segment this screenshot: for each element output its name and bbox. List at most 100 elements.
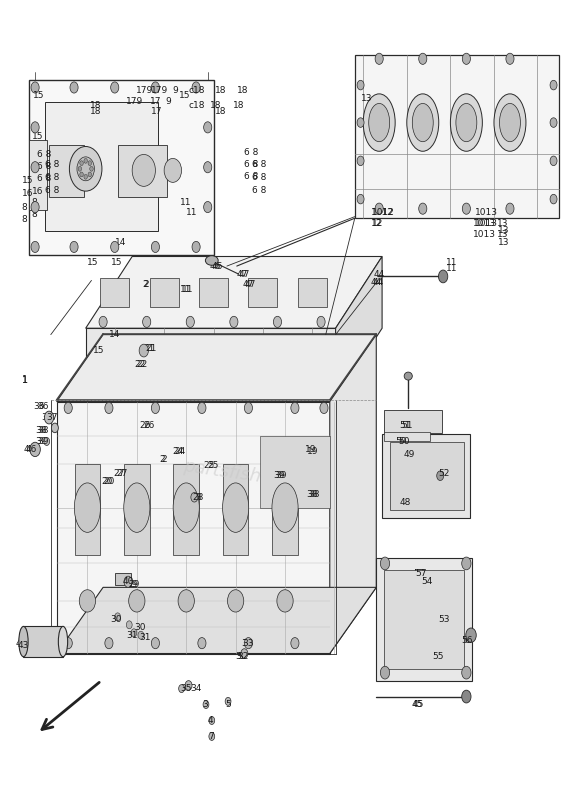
Circle shape (31, 162, 39, 173)
Text: 51: 51 (401, 421, 413, 430)
Circle shape (204, 202, 212, 213)
Ellipse shape (19, 626, 28, 657)
Circle shape (462, 557, 471, 570)
Text: 21: 21 (144, 344, 155, 353)
Text: 18: 18 (90, 101, 101, 110)
Text: 6 8: 6 8 (252, 173, 267, 182)
Text: 40: 40 (120, 578, 132, 586)
Text: 13: 13 (360, 94, 372, 103)
Circle shape (550, 194, 557, 204)
Text: 18: 18 (210, 101, 221, 110)
Circle shape (198, 402, 206, 414)
Circle shape (357, 156, 364, 166)
Text: 15: 15 (22, 176, 33, 186)
Circle shape (30, 442, 40, 457)
Text: 48: 48 (398, 498, 409, 506)
Text: 15: 15 (110, 258, 122, 267)
Circle shape (139, 344, 148, 357)
Text: 44: 44 (373, 270, 385, 278)
Text: 34: 34 (190, 684, 201, 693)
Circle shape (84, 174, 88, 179)
Circle shape (70, 82, 78, 93)
Bar (173, 464, 199, 555)
Ellipse shape (369, 103, 390, 142)
Text: 11: 11 (186, 208, 198, 217)
Circle shape (90, 166, 93, 171)
Text: 6 8: 6 8 (45, 160, 60, 170)
Text: 6 8: 6 8 (37, 162, 52, 171)
Text: 13: 13 (496, 230, 508, 238)
Text: 9: 9 (173, 86, 179, 95)
Text: 13: 13 (496, 218, 508, 227)
Text: 51: 51 (399, 421, 411, 430)
Text: 179: 179 (136, 86, 154, 95)
Circle shape (185, 681, 192, 690)
Circle shape (209, 733, 215, 741)
Polygon shape (86, 257, 382, 328)
Circle shape (99, 316, 107, 327)
Ellipse shape (499, 103, 520, 142)
Circle shape (291, 402, 299, 414)
Text: 46: 46 (212, 262, 223, 270)
Circle shape (244, 402, 252, 414)
Text: 24: 24 (173, 447, 184, 456)
Text: 6 8: 6 8 (244, 160, 259, 170)
Text: 50: 50 (395, 437, 407, 446)
Text: 15: 15 (88, 258, 99, 267)
Text: 30: 30 (110, 614, 122, 624)
Text: 56: 56 (462, 636, 473, 646)
Text: 32: 32 (235, 652, 246, 662)
Circle shape (241, 649, 248, 658)
Circle shape (357, 194, 364, 204)
Circle shape (70, 242, 78, 253)
Text: 6 8: 6 8 (37, 150, 52, 159)
Text: 2: 2 (159, 455, 165, 464)
Circle shape (462, 666, 471, 679)
Circle shape (291, 638, 299, 649)
Circle shape (230, 316, 238, 327)
Text: 22: 22 (136, 360, 148, 369)
Text: 6 8: 6 8 (37, 174, 52, 183)
Text: 1013: 1013 (475, 208, 498, 217)
Text: 6 8: 6 8 (252, 160, 267, 170)
Text: 33: 33 (242, 638, 254, 648)
Text: 17: 17 (151, 107, 163, 116)
Circle shape (69, 146, 102, 191)
Circle shape (31, 82, 39, 93)
Circle shape (380, 666, 390, 679)
Circle shape (88, 161, 92, 166)
Text: c18: c18 (189, 86, 205, 95)
Text: 21: 21 (145, 344, 157, 353)
Text: 38: 38 (37, 426, 49, 434)
Text: 44: 44 (370, 278, 382, 286)
Circle shape (192, 242, 200, 253)
Text: 29: 29 (128, 581, 140, 590)
Circle shape (132, 154, 155, 186)
Text: 30: 30 (134, 622, 145, 632)
Text: 1: 1 (22, 375, 28, 385)
Text: 5: 5 (225, 700, 231, 709)
Text: 39: 39 (37, 437, 49, 446)
Circle shape (142, 316, 151, 327)
Text: 45: 45 (411, 700, 423, 709)
Polygon shape (376, 558, 472, 681)
Circle shape (178, 590, 194, 612)
Text: 32: 32 (237, 652, 248, 662)
Text: 33: 33 (241, 638, 252, 648)
Text: 25: 25 (204, 461, 215, 470)
Text: 1: 1 (22, 375, 27, 385)
Polygon shape (336, 257, 382, 400)
Text: 53: 53 (436, 614, 448, 624)
Text: 25: 25 (208, 461, 219, 470)
Circle shape (317, 316, 325, 327)
Circle shape (105, 638, 113, 649)
Text: 49: 49 (401, 450, 413, 458)
Text: 179: 179 (151, 86, 169, 95)
Circle shape (80, 161, 84, 166)
Circle shape (114, 613, 120, 621)
Text: 16: 16 (22, 189, 33, 198)
Text: 20: 20 (103, 477, 114, 486)
Circle shape (463, 54, 471, 64)
Text: 49: 49 (404, 450, 415, 458)
Text: 7: 7 (208, 732, 214, 741)
